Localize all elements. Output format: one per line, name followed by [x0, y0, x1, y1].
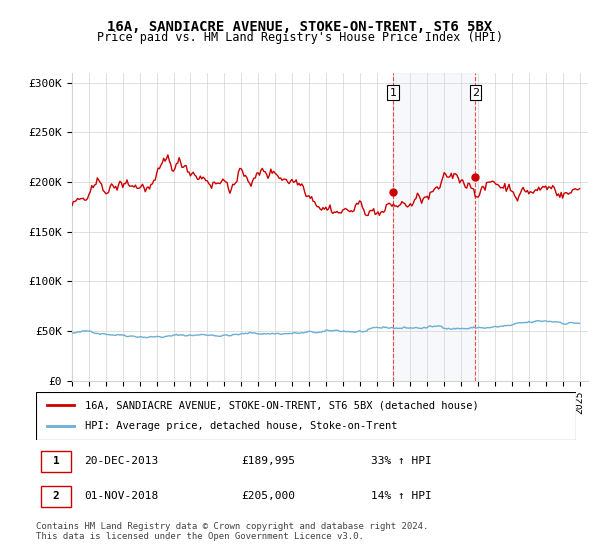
- FancyBboxPatch shape: [41, 451, 71, 472]
- Text: HPI: Average price, detached house, Stoke-on-Trent: HPI: Average price, detached house, Stok…: [85, 421, 397, 431]
- Text: 14% ↑ HPI: 14% ↑ HPI: [371, 491, 431, 501]
- Bar: [393, 73, 475, 381]
- Text: Contains HM Land Registry data © Crown copyright and database right 2024.
This d: Contains HM Land Registry data © Crown c…: [36, 522, 428, 542]
- Text: 16A, SANDIACRE AVENUE, STOKE-ON-TRENT, ST6 5BX (detached house): 16A, SANDIACRE AVENUE, STOKE-ON-TRENT, S…: [85, 400, 478, 410]
- Text: 01-NOV-2018: 01-NOV-2018: [85, 491, 159, 501]
- Text: 2: 2: [53, 491, 59, 501]
- Text: 1: 1: [389, 88, 397, 97]
- Text: £189,995: £189,995: [241, 456, 295, 466]
- FancyBboxPatch shape: [41, 486, 71, 507]
- Text: 33% ↑ HPI: 33% ↑ HPI: [371, 456, 431, 466]
- Text: 1: 1: [53, 456, 59, 466]
- Text: 2: 2: [472, 88, 479, 97]
- Text: 16A, SANDIACRE AVENUE, STOKE-ON-TRENT, ST6 5BX: 16A, SANDIACRE AVENUE, STOKE-ON-TRENT, S…: [107, 20, 493, 34]
- Text: Price paid vs. HM Land Registry's House Price Index (HPI): Price paid vs. HM Land Registry's House …: [97, 31, 503, 44]
- FancyBboxPatch shape: [36, 392, 576, 440]
- Text: 20-DEC-2013: 20-DEC-2013: [85, 456, 159, 466]
- Text: £205,000: £205,000: [241, 491, 295, 501]
